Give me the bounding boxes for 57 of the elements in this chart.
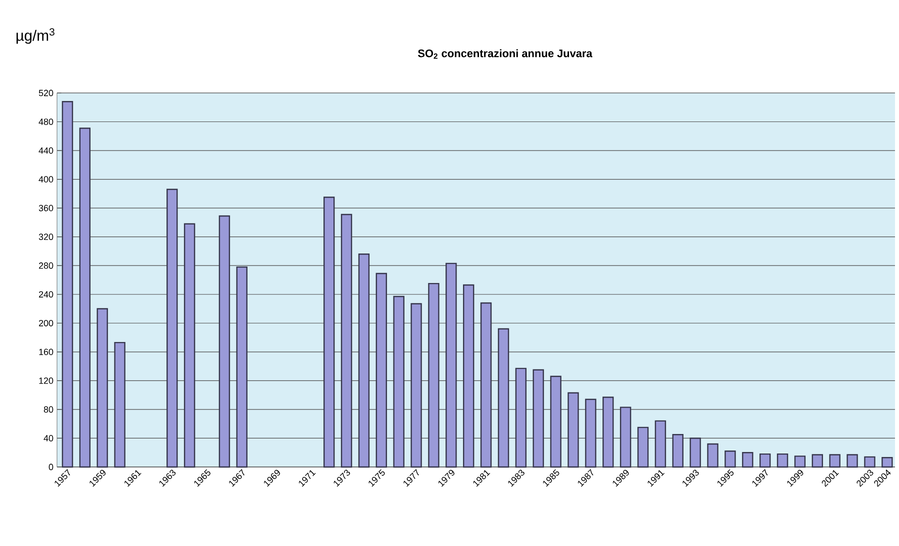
bar — [602, 396, 614, 468]
bar — [323, 196, 335, 468]
bar — [812, 454, 824, 468]
bar — [463, 284, 474, 468]
y-tick-label: 0 — [48, 464, 54, 470]
bar — [498, 328, 510, 468]
y-tick-label: 400 — [38, 176, 54, 182]
y-tick-label: 360 — [38, 204, 54, 212]
y-tick-label: 80 — [44, 406, 54, 413]
y-tick-label: 160 — [39, 348, 54, 356]
bar — [568, 392, 579, 468]
bar — [393, 296, 404, 468]
y-tick-label: 40 — [44, 435, 54, 442]
bar — [340, 214, 352, 468]
bar — [654, 420, 666, 468]
bar — [846, 454, 858, 468]
bar — [236, 266, 248, 468]
bar — [724, 450, 736, 468]
bar — [585, 398, 596, 468]
chart-title: SO$_{2}$ concentrazioni annue Juvara — [418, 49, 592, 59]
y-tick-label: 480 — [38, 118, 54, 125]
bar — [672, 434, 684, 468]
bar — [79, 128, 91, 468]
bar — [515, 368, 527, 468]
bar — [776, 453, 788, 468]
bar — [759, 453, 771, 468]
y-tick-label: 520 — [38, 90, 54, 96]
bar — [62, 101, 74, 468]
bar — [480, 302, 492, 468]
bar — [410, 303, 422, 468]
y-tick-label: 200 — [38, 320, 54, 326]
bar — [446, 262, 457, 468]
bar — [864, 456, 876, 468]
bar — [184, 223, 196, 468]
bar — [376, 272, 387, 468]
y-tick-label: 240 — [38, 291, 54, 298]
bar — [550, 376, 562, 468]
bar — [620, 406, 632, 468]
bar — [742, 452, 754, 468]
bar — [428, 282, 440, 468]
y-tick-label: 280 — [38, 262, 54, 269]
y-tick-label: 440 — [38, 147, 54, 154]
y-axis-title: µg/m$^{3}$ — [16, 28, 54, 44]
bar — [637, 426, 649, 468]
bar — [166, 188, 178, 468]
bar — [690, 438, 701, 468]
y-tick-label: 320 — [38, 234, 54, 240]
y-tick-label: 120 — [39, 377, 54, 384]
bar — [794, 456, 806, 468]
bar — [707, 443, 718, 468]
bar — [532, 369, 544, 468]
bar — [218, 215, 230, 468]
bar — [358, 253, 370, 468]
bar — [96, 308, 108, 468]
bar — [882, 457, 893, 468]
bar — [114, 342, 126, 468]
bar — [829, 454, 840, 468]
